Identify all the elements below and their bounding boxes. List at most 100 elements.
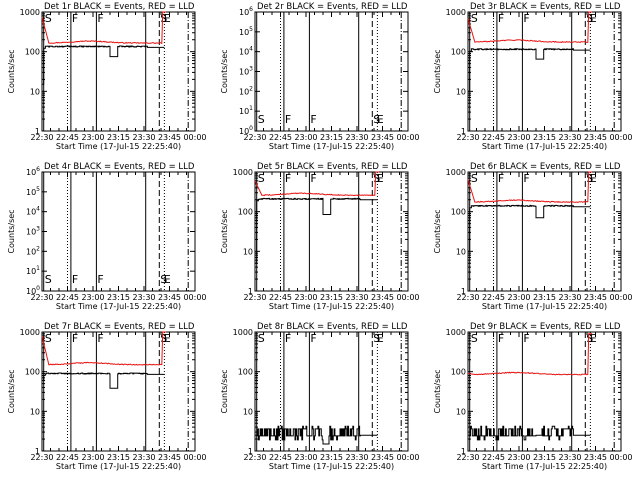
events-series-line bbox=[468, 48, 591, 92]
x-tick-label: 23:15 bbox=[320, 453, 343, 462]
x-axis-label: Start Time (17-Jul-15 22:25:40) bbox=[269, 462, 394, 471]
x-tick-label: 00:00 bbox=[609, 453, 632, 462]
events-series-line bbox=[468, 204, 591, 252]
lld-series-line bbox=[467, 333, 593, 376]
y-tick-exponent: 1 bbox=[249, 105, 253, 112]
time-marker-label: F bbox=[285, 332, 291, 345]
x-tick-label: 23:15 bbox=[107, 133, 130, 142]
x-tick-label: 23:30 bbox=[132, 453, 155, 462]
time-marker-label: F bbox=[310, 172, 316, 185]
y-tick-label: 1000 bbox=[446, 168, 466, 177]
plot-frame bbox=[41, 11, 196, 132]
time-marker-label: S bbox=[160, 12, 167, 25]
plot-frame bbox=[467, 171, 622, 292]
time-marker-label: S bbox=[586, 332, 593, 345]
x-tick-label: 22:45 bbox=[56, 293, 79, 302]
y-tick-label: 1000 bbox=[233, 168, 253, 177]
x-tick-label: 22:30 bbox=[243, 293, 266, 302]
y-tick-exponent: 0 bbox=[36, 285, 40, 292]
x-tick-label: 23:30 bbox=[345, 133, 368, 142]
x-tick-label: 23:30 bbox=[558, 293, 581, 302]
y-tick-label: 10 bbox=[243, 407, 253, 416]
x-tick-label: 23:15 bbox=[320, 293, 343, 302]
x-axis-label: Start Time (17-Jul-15 22:25:40) bbox=[269, 302, 394, 311]
x-tick-label: 23:30 bbox=[132, 293, 155, 302]
x-tick-label: 00:00 bbox=[183, 453, 206, 462]
time-marker-label: S bbox=[471, 12, 478, 25]
y-tick-label: 102 bbox=[26, 245, 40, 256]
y-axis-label: Counts/sec bbox=[220, 209, 229, 253]
y-tick-label: 100 bbox=[238, 208, 253, 217]
detector-chart: Det 3r BLACK = Events, RED = LLD 1 10 100 10… bbox=[433, 2, 633, 151]
y-tick-label: 1 bbox=[248, 287, 253, 296]
x-tick-label: 23:30 bbox=[132, 133, 155, 142]
chart-title: Det 1r BLACK = Events, RED = LLD bbox=[44, 2, 195, 12]
x-tick-label: 22:45 bbox=[482, 133, 505, 142]
y-tick-label: 100 bbox=[238, 368, 253, 377]
plot-frame bbox=[467, 11, 622, 132]
time-marker-label: F bbox=[72, 332, 78, 345]
time-marker-label: E bbox=[164, 273, 171, 286]
time-marker-label: S bbox=[258, 172, 265, 185]
lld-series-line bbox=[254, 171, 380, 197]
chart-title: Det 8r BLACK = Events, RED = LLD bbox=[257, 322, 408, 332]
chart-title: Det 4r BLACK = Events, RED = LLD bbox=[44, 162, 195, 172]
y-tick-exponent: 3 bbox=[36, 226, 40, 233]
y-tick-exponent: 2 bbox=[249, 85, 253, 92]
time-marker-label: S bbox=[45, 273, 52, 286]
x-tick-label: 23:15 bbox=[533, 453, 556, 462]
time-marker-label: S bbox=[471, 172, 478, 185]
y-tick-exponent: 1 bbox=[36, 265, 40, 272]
time-marker-label: E bbox=[590, 332, 597, 345]
x-tick-label: 23:45 bbox=[584, 453, 607, 462]
time-marker-label: S bbox=[45, 12, 52, 25]
chart-title: Det 5r BLACK = Events, RED = LLD bbox=[257, 162, 408, 172]
time-marker-label: S bbox=[45, 332, 52, 345]
y-tick-exponent: 5 bbox=[36, 186, 40, 193]
time-marker-label: F bbox=[285, 113, 291, 126]
x-tick-label: 22:45 bbox=[482, 293, 505, 302]
x-tick-label: 23:30 bbox=[345, 453, 368, 462]
x-tick-label: 23:45 bbox=[584, 293, 607, 302]
x-tick-label: 23:45 bbox=[371, 133, 394, 142]
y-tick-label: 1 bbox=[461, 447, 466, 456]
y-tick-label: 100 bbox=[451, 208, 466, 217]
time-marker-label: F bbox=[498, 332, 504, 345]
y-tick-label: 105 bbox=[239, 26, 253, 37]
y-tick-exponent: 6 bbox=[36, 166, 40, 173]
y-tick-exponent: 5 bbox=[249, 26, 253, 33]
time-marker-label: S bbox=[586, 12, 593, 25]
time-marker-label: S bbox=[373, 172, 380, 185]
y-tick-label: 100 bbox=[451, 368, 466, 377]
y-axis-label: Counts/sec bbox=[220, 49, 229, 93]
x-axis-label: Start Time (17-Jul-15 22:25:40) bbox=[56, 142, 181, 151]
x-tick-label: 23:00 bbox=[294, 133, 317, 142]
plot-frame bbox=[254, 171, 409, 292]
time-marker-label: S bbox=[160, 273, 167, 286]
y-tick-label: 1000 bbox=[20, 328, 40, 337]
x-tick-label: 23:45 bbox=[371, 453, 394, 462]
y-tick-label: 1 bbox=[461, 127, 466, 136]
y-tick-label: 104 bbox=[26, 206, 40, 217]
detector-chart: Det 5r BLACK = Events, RED = LLD 1 10 100 10… bbox=[220, 162, 420, 311]
x-axis-label: Start Time (17-Jul-15 22:25:40) bbox=[269, 142, 394, 151]
y-tick-label: 1 bbox=[461, 287, 466, 296]
x-tick-label: 23:00 bbox=[507, 453, 530, 462]
x-tick-label: 23:15 bbox=[533, 133, 556, 142]
detector-chart: Det 1r BLACK = Events, RED = LLD 1 10 100 10… bbox=[7, 2, 207, 151]
y-tick-label: 103 bbox=[26, 226, 40, 237]
time-marker-label: E bbox=[377, 172, 384, 185]
detector-chart: Det 2r BLACK = Events, RED = LLD10010110… bbox=[220, 2, 420, 151]
time-marker-label: F bbox=[285, 172, 291, 185]
y-tick-label: 101 bbox=[239, 105, 253, 116]
time-marker-label: S bbox=[373, 113, 380, 126]
time-marker-label: F bbox=[97, 273, 103, 286]
y-tick-label: 106 bbox=[26, 166, 40, 177]
time-marker-label: F bbox=[97, 12, 103, 25]
plot-frame bbox=[41, 331, 196, 452]
x-tick-label: 22:30 bbox=[30, 133, 53, 142]
y-tick-label: 106 bbox=[239, 6, 253, 17]
x-tick-label: 23:00 bbox=[507, 133, 530, 142]
time-marker-label: F bbox=[97, 332, 103, 345]
time-marker-label: E bbox=[590, 172, 597, 185]
